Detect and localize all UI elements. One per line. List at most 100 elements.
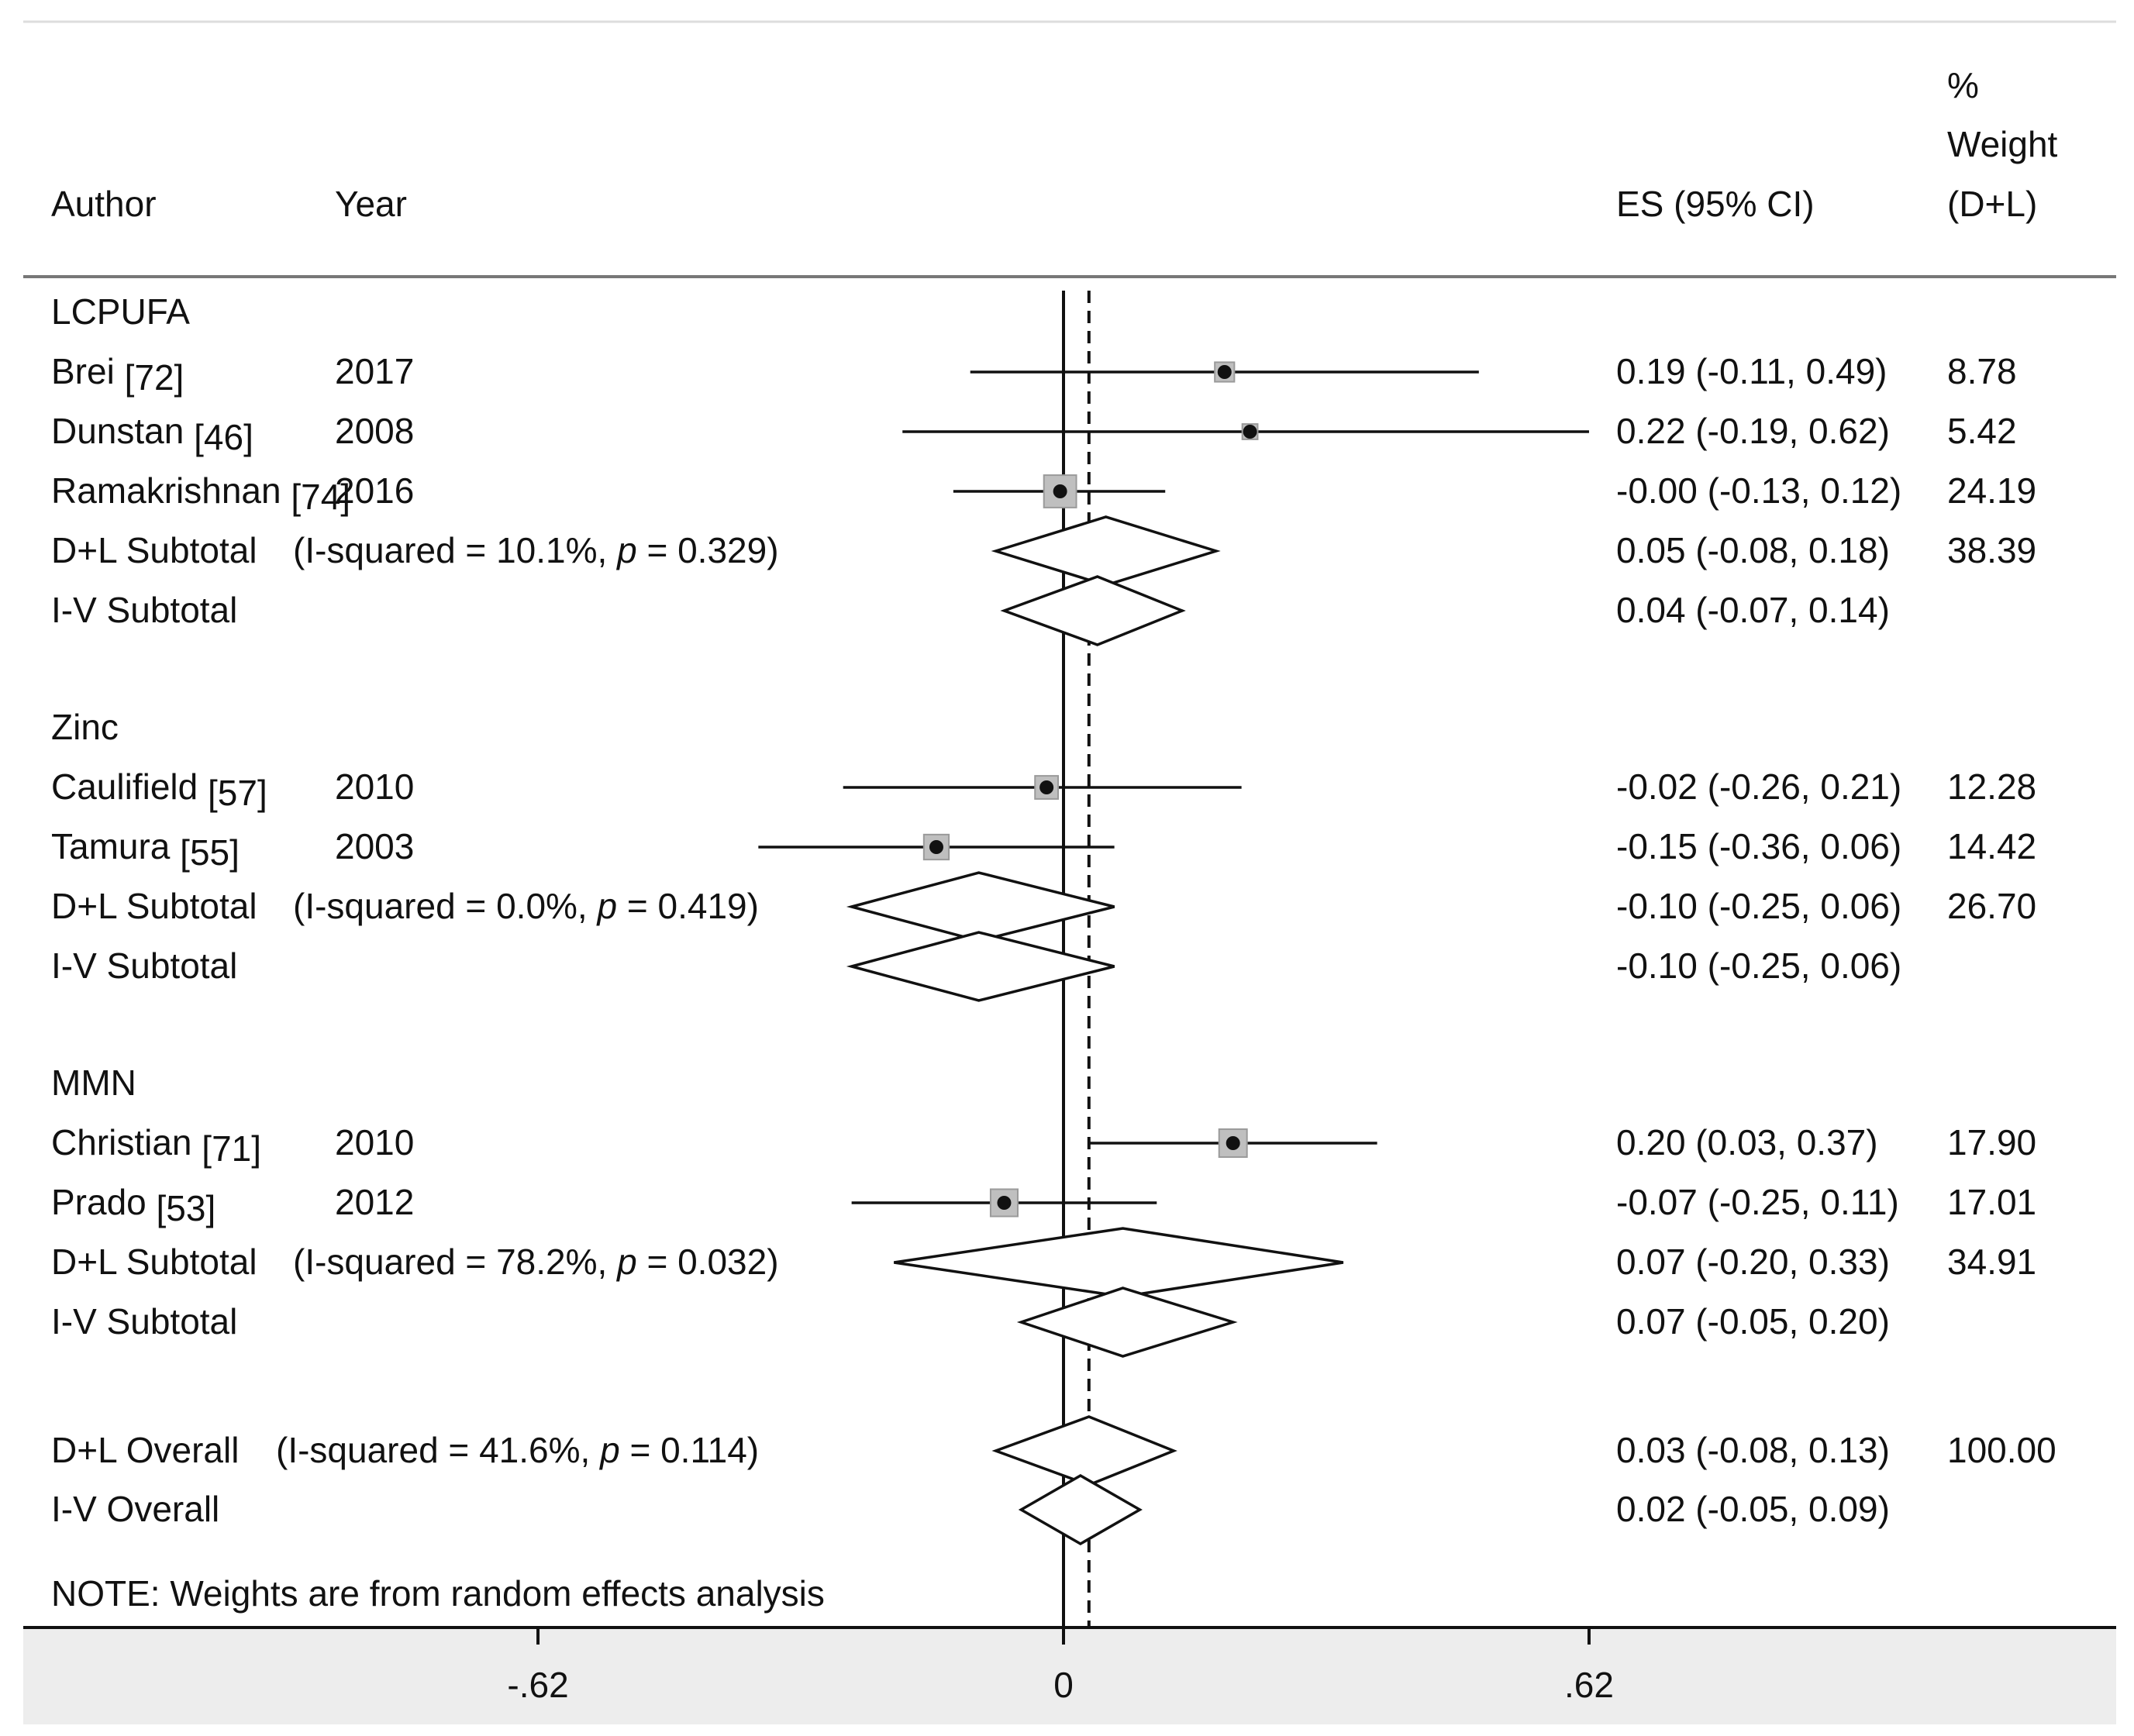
- iv-overall-label: I-V Overall: [51, 1489, 219, 1529]
- x-tick-label: -.62: [507, 1665, 568, 1705]
- study-weight: 5.42: [1947, 411, 2017, 451]
- group-label: MMN: [51, 1063, 136, 1103]
- study-author: Tamura [55]: [51, 826, 240, 873]
- summary-diamond: [846, 871, 1115, 942]
- study-es-ci: -0.07 (-0.25, 0.11): [1616, 1182, 1899, 1222]
- study-es-ci: -0.02 (-0.26, 0.21): [1616, 766, 1901, 807]
- study-author: Prado [53]: [51, 1182, 215, 1228]
- stats-suffix: = 0.329): [637, 530, 779, 570]
- study-reference: [46]: [184, 417, 253, 457]
- subtotal-weight: 38.39: [1947, 530, 2036, 570]
- study-es-ci: 0.22 (-0.19, 0.62): [1616, 411, 1890, 451]
- study-point-estimate: [1053, 484, 1067, 498]
- study-weight: 14.42: [1947, 826, 2036, 866]
- summary-diamond: [991, 1415, 1177, 1486]
- study-author: Brei [72]: [51, 351, 184, 398]
- study-point-estimate: [997, 1196, 1012, 1210]
- study-author: Ramakrishnan [74]: [51, 470, 350, 517]
- header-es-ci: ES (95% CI): [1616, 184, 1815, 224]
- overall-weight: 100.00: [1947, 1430, 2056, 1470]
- stats-prefix: (I-squared = 0.0%,: [293, 886, 597, 926]
- dl-subtotal-label: D+L Subtotal: [51, 886, 257, 926]
- subtotal-es-ci: 0.05 (-0.08, 0.18): [1616, 530, 1890, 570]
- header-year: Year: [335, 184, 407, 224]
- p-label: p: [615, 530, 637, 570]
- subtotal-es-ci: 0.04 (-0.07, 0.14): [1616, 590, 1890, 630]
- study-year: 2016: [335, 470, 414, 511]
- study-author: Christian [71]: [51, 1122, 261, 1169]
- dl-overall-label: D+L Overall: [51, 1430, 239, 1470]
- iv-subtotal-label: I-V Subtotal: [51, 1301, 237, 1342]
- study-weight: 17.01: [1947, 1182, 2036, 1222]
- subtotal-es-ci: -0.10 (-0.25, 0.06): [1616, 946, 1901, 986]
- study-reference: [72]: [115, 357, 184, 398]
- summary-diamond: [991, 515, 1221, 587]
- study-es-ci: -0.15 (-0.36, 0.06): [1616, 826, 1901, 866]
- plot-marks: [536, 291, 1591, 1645]
- study-year: 2017: [335, 351, 414, 391]
- stats-prefix: (I-squared = 10.1%,: [293, 530, 617, 570]
- stats-prefix: (I-squared = 41.6%,: [276, 1430, 600, 1470]
- stats-prefix: (I-squared = 78.2%,: [293, 1242, 617, 1282]
- x-tick-label: 0: [1053, 1665, 1074, 1705]
- weights-note: NOTE: Weights are from random effects an…: [51, 1573, 825, 1614]
- study-reference: [57]: [198, 773, 267, 813]
- study-weight: 12.28: [1947, 766, 2036, 807]
- overall-es-ci: 0.02 (-0.05, 0.09): [1616, 1489, 1890, 1529]
- study-year: 2003: [335, 826, 414, 866]
- stats-suffix: = 0.114): [620, 1430, 759, 1470]
- summary-diamond: [1016, 1286, 1238, 1358]
- summary-diamond: [846, 931, 1115, 1002]
- subtotal-es-ci: 0.07 (-0.20, 0.33): [1616, 1242, 1890, 1282]
- p-label: p: [615, 1242, 637, 1282]
- study-point-estimate: [1243, 425, 1257, 439]
- study-reference: [55]: [170, 832, 240, 873]
- iv-subtotal-label: I-V Subtotal: [51, 946, 237, 986]
- plot-texts: Author Year ES (95% CI)% Weight (D+L) LCPUFA B…: [51, 65, 2058, 1705]
- study-es-ci: 0.20 (0.03, 0.37): [1616, 1122, 1878, 1162]
- stats-suffix: = 0.419): [617, 886, 759, 926]
- subtotal-heterogeneity: (I-squared = 10.1%, p = 0.329): [293, 530, 779, 570]
- overall-heterogeneity: (I-squared = 41.6%, p = 0.114): [276, 1430, 759, 1470]
- study-weight-box: [1218, 1128, 1248, 1158]
- study-year: 2012: [335, 1182, 414, 1222]
- study-reference: [71]: [192, 1128, 262, 1169]
- group-label: Zinc: [51, 707, 119, 747]
- study-weight: 17.90: [1947, 1122, 2036, 1162]
- study-year: 2010: [335, 1122, 414, 1162]
- study-point-estimate: [929, 840, 943, 854]
- stats-suffix: = 0.032): [637, 1242, 779, 1282]
- study-reference: [74]: [281, 477, 351, 517]
- header-weight-percent: %: [1947, 65, 1979, 105]
- study-point-estimate: [1039, 780, 1054, 794]
- study-weight: 24.19: [1947, 470, 2036, 511]
- subtotal-weight: 26.70: [1947, 886, 2036, 926]
- study-year: 2008: [335, 411, 414, 451]
- overall-es-ci: 0.03 (-0.08, 0.13): [1616, 1430, 1890, 1470]
- summary-diamond: [1018, 1473, 1143, 1546]
- dl-subtotal-label: D+L Subtotal: [51, 1242, 257, 1282]
- study-author: Caulifield [57]: [51, 766, 267, 813]
- iv-subtotal-label: I-V Subtotal: [51, 590, 237, 630]
- header-weight-dl: (D+L): [1947, 184, 2037, 224]
- study-es-ci: -0.00 (-0.13, 0.12): [1616, 470, 1901, 511]
- p-label: p: [598, 1430, 620, 1470]
- study-author: Dunstan [46]: [51, 411, 253, 457]
- subtotal-es-ci: 0.07 (-0.05, 0.20): [1616, 1301, 1890, 1342]
- header-author: Author: [51, 184, 157, 224]
- subtotal-es-ci: -0.10 (-0.25, 0.06): [1616, 886, 1901, 926]
- subtotal-heterogeneity: (I-squared = 78.2%, p = 0.032): [293, 1242, 779, 1282]
- study-reference: [53]: [147, 1188, 216, 1228]
- study-point-estimate: [1226, 1136, 1240, 1150]
- study-year: 2010: [335, 766, 414, 807]
- p-label: p: [595, 886, 617, 926]
- summary-diamond: [1000, 575, 1186, 646]
- subtotal-heterogeneity: (I-squared = 0.0%, p = 0.419): [293, 886, 759, 926]
- group-label: LCPUFA: [51, 291, 190, 332]
- axis-panel: [23, 1628, 2116, 1724]
- subtotal-weight: 34.91: [1947, 1242, 2036, 1282]
- study-point-estimate: [1217, 365, 1232, 379]
- study-weight: 8.78: [1947, 351, 2017, 391]
- study-es-ci: 0.19 (-0.11, 0.49): [1616, 351, 1887, 391]
